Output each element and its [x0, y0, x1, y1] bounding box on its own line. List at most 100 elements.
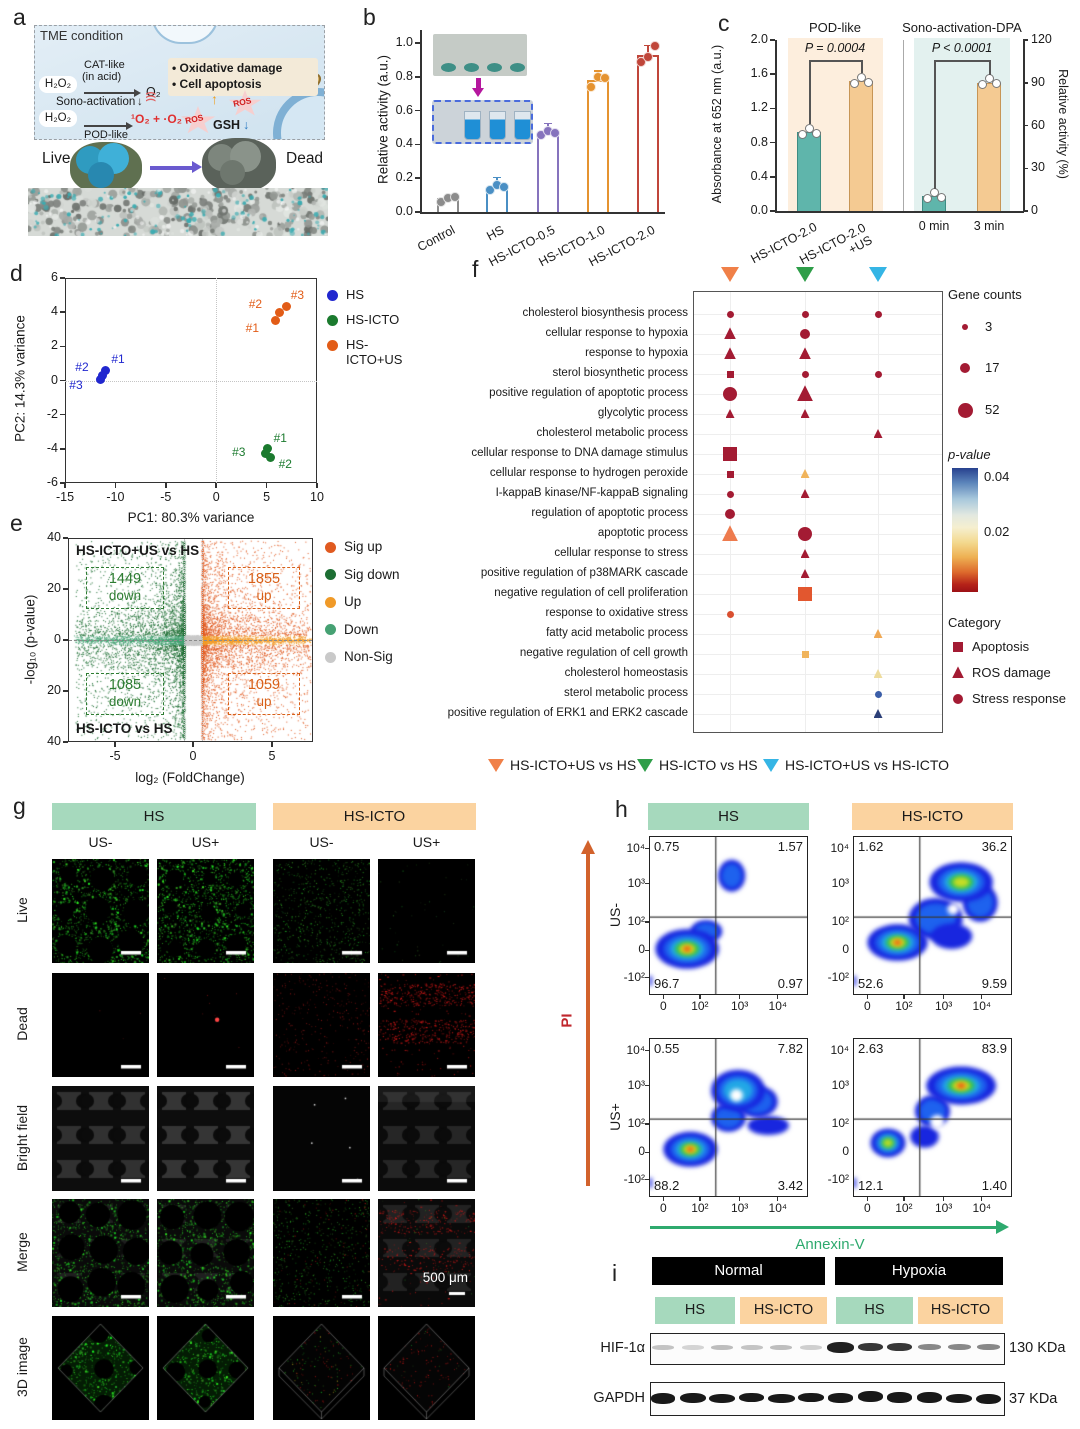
i-band-hif1a	[800, 1344, 822, 1350]
d-data-point	[263, 444, 273, 454]
h-quadrant-ur: 1.57	[777, 839, 803, 854]
h-quadrant-ll: 88.2	[654, 1178, 680, 1193]
panel-letter-f: f	[472, 256, 479, 282]
f-marker-circle	[874, 370, 882, 378]
e-y-tick-label: 40	[47, 734, 61, 748]
i-band-hif1a	[887, 1343, 913, 1351]
c-data-point	[863, 77, 873, 87]
dead-label: Dead	[286, 150, 324, 167]
h-x-tick	[903, 1197, 905, 1201]
o2-label: O₂	[146, 85, 161, 99]
f-marker-circle	[726, 490, 734, 498]
e-gate-vline	[202, 539, 203, 741]
h-x-tick	[981, 995, 983, 999]
panel-h-flow-cytometry: HS HS-ICTO 0.75 1.57 96.7 0.97 10⁴ 10³ 10² 0 -10² 0…	[559, 790, 1080, 1262]
f-go-term-label: negative regulation of cell proliferatio…	[494, 586, 688, 599]
panel-d-pca-plot: -15 -10 -5 0 5 10 -6 -4 -2 0 2 4 6 PC1: 80.3% varianc…	[0, 255, 403, 525]
d-x-axis-label: PC1: 80.3% variance	[127, 510, 255, 525]
d-y-tick-label: -2	[46, 406, 58, 421]
b-y-tick-label: 0.0	[395, 204, 413, 218]
e-gate-vline	[184, 539, 185, 741]
b-data-point	[550, 127, 560, 138]
f-row-gridline	[694, 614, 942, 615]
f-marker-circle	[725, 509, 735, 519]
f-marker-square	[726, 370, 734, 378]
g-row-label: Live	[14, 897, 30, 923]
e-y-tick	[63, 690, 68, 692]
h-quadrant-ul: 1.62	[858, 839, 884, 854]
h-x-tick-label: 10²	[691, 999, 709, 1013]
e-y-tick	[63, 639, 68, 641]
i-band-gapdh	[679, 1392, 706, 1403]
b-error-whisker	[647, 45, 649, 55]
e-count-word: down	[108, 588, 142, 603]
g-image-live-hsicto-US+	[378, 859, 475, 963]
panel-letter-g: g	[13, 793, 26, 819]
b-inset-vial	[464, 111, 481, 140]
c-y-tick-right-label: 0	[1031, 203, 1038, 217]
g-image-live-hs-US-	[52, 859, 149, 963]
f-marker-square	[726, 470, 734, 478]
h-flow-plot-HS-ICTO-US+	[853, 1038, 1012, 1197]
h-y-tick-label: 10³	[831, 1077, 849, 1092]
d-zero-hline	[65, 380, 317, 382]
h-y-tick-label: 10²	[831, 1115, 849, 1130]
i-band-hif1a	[770, 1344, 793, 1350]
i-protein-label-gapdh: GAPDH	[593, 1390, 645, 1406]
f-marker-circle	[798, 527, 812, 541]
f-marker-circle	[874, 690, 882, 698]
dead-cell-3	[220, 160, 245, 185]
f-go-term-label: cellular response to DNA damage stimulus	[471, 446, 688, 459]
h-x-tick	[777, 995, 779, 999]
b-data-point	[643, 51, 653, 62]
c-group-title-sono: Sono-activation-DPA	[902, 20, 1022, 35]
d-x-tick-label: -10	[106, 490, 125, 504]
g-image-merge-hsicto-US+	[378, 1199, 475, 1307]
h-y-tick-label: 0	[842, 1144, 849, 1159]
d-data-point	[271, 316, 281, 326]
h-y-tick	[645, 883, 649, 885]
e-legend-label: Non-Sig	[344, 649, 393, 664]
f-row-gridline	[694, 334, 942, 335]
b-y-tick-label: 0.6	[395, 102, 413, 117]
d-x-tick-label: 10	[310, 490, 324, 504]
i-band-hif1a	[711, 1344, 734, 1350]
e-y-tick	[63, 588, 68, 590]
g-row-label: Dead	[14, 1007, 30, 1041]
panel-g-microscopy: HS HS-ICTO US- US+ US- US+ Live Dead Bright fiel…	[0, 790, 560, 1429]
f-marker-square	[798, 587, 812, 601]
f-row-gridline	[694, 454, 942, 455]
h-quadrant-ll: 12.1	[858, 1178, 884, 1193]
b-error-cap	[493, 176, 501, 179]
f-marker-square	[801, 650, 809, 658]
i-band-hif1a	[681, 1344, 704, 1350]
f-col-gridline	[805, 292, 806, 732]
b-data-point	[600, 73, 610, 84]
d-y-tick	[60, 311, 65, 313]
h-y-tick-label: -10²	[827, 1171, 849, 1186]
h-x-tick-label: 10³	[730, 1201, 749, 1215]
e-zero-hline	[69, 640, 312, 641]
e-y-tick-label: 20	[47, 683, 61, 697]
f-go-term-label: cholesterol biosynthesis process	[522, 306, 688, 319]
panel-c-bar-chart: 0.0 0.4 0.8 1.2 1.6 2.0 0 30 60 90 120 Absorbance a…	[690, 0, 1080, 267]
d-point-label: #1	[245, 320, 260, 335]
b-y-tick	[415, 177, 420, 179]
e-top-comparison-label: HS-ICTO+US vs HS	[76, 543, 200, 558]
g-image-dead-hsicto-US-	[273, 973, 370, 1077]
g-image-dead-hs-US-	[52, 973, 149, 1077]
h-row-label-us-minus: US-	[607, 902, 623, 928]
e-count-value: 1855	[247, 571, 281, 587]
h-quadrant-ll: 52.6	[858, 976, 884, 991]
e-x-tick-label: 5	[268, 749, 276, 763]
g-image-merge-hsicto-US-	[273, 1199, 370, 1307]
panel-b-bar-chart: 0.0 0.2 0.4 0.6 0.8 1.0 Relative activity (a.u…	[355, 0, 690, 269]
i-band-hif1a	[857, 1343, 883, 1351]
f-marker-triangle	[873, 629, 883, 639]
c-sig-leg	[809, 60, 811, 124]
sono-down-arrow: ↓	[137, 96, 143, 108]
panel-letter-e: e	[10, 510, 23, 536]
live-to-dead-arrow-head	[192, 161, 202, 173]
d-x-tick	[215, 483, 217, 488]
b-inset-photo-top	[433, 34, 527, 76]
